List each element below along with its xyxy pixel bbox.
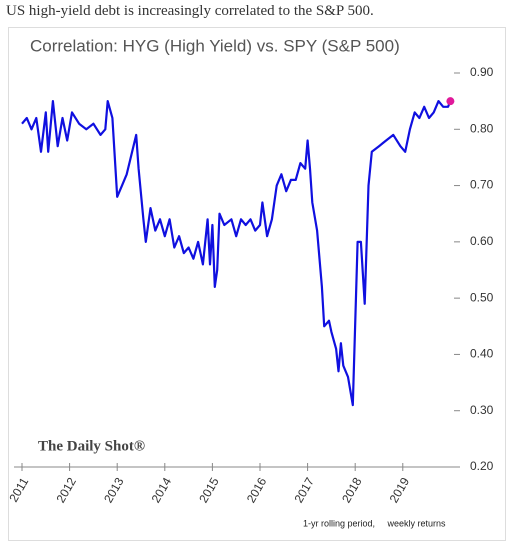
headline: US high-yield debt is increasingly corre… <box>6 3 374 19</box>
y-tick-label: 0.60 <box>470 234 494 248</box>
source: The Daily Shot® <box>38 438 145 454</box>
chart-frame <box>8 27 506 541</box>
y-tick-label: 0.50 <box>470 290 494 304</box>
y-tick-label: 0.40 <box>470 347 494 361</box>
x-tick-label: 2014 <box>149 475 175 505</box>
x-tick-label: 2018 <box>339 475 365 505</box>
annotation: 1-yr rolling period, weekly returns <box>303 518 446 528</box>
y-tick-label: 0.80 <box>470 121 494 135</box>
y-tick-label: 0.30 <box>470 403 494 417</box>
x-tick-label: 2011 <box>6 475 31 505</box>
x-tick-label: 2013 <box>101 475 127 505</box>
x-tick-label: 2012 <box>53 475 79 505</box>
x-tick-label: 2016 <box>244 475 270 505</box>
series-line <box>21 100 452 407</box>
y-tick-label: 0.90 <box>470 65 494 79</box>
x-tick-label: 2015 <box>196 475 222 505</box>
x-tick-label: 2019 <box>387 475 413 505</box>
last-point <box>446 97 455 106</box>
chart-title: Correlation: HYG (High Yield) vs. SPY (S… <box>30 36 400 55</box>
x-tick-label: 2017 <box>291 475 317 505</box>
y-tick-label: 0.20 <box>470 459 494 473</box>
y-tick-label: 0.70 <box>470 178 494 192</box>
